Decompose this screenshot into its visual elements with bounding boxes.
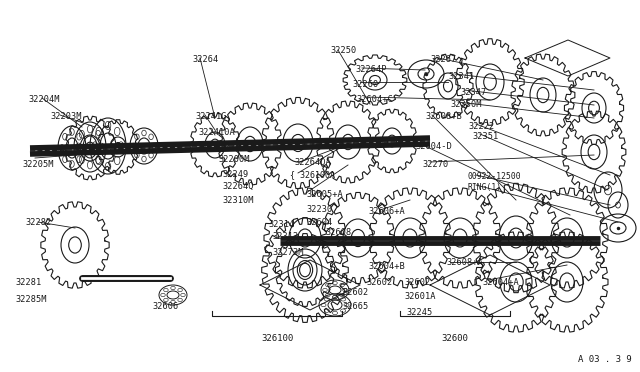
Text: 32203M: 32203M: [50, 112, 81, 121]
Text: 32600: 32600: [442, 334, 468, 343]
Text: 32608+A: 32608+A: [446, 258, 483, 267]
Text: 32604-D: 32604-D: [415, 142, 452, 151]
Text: 32264: 32264: [192, 55, 218, 64]
Text: 00922-12500: 00922-12500: [468, 172, 522, 181]
Text: 32341: 32341: [448, 72, 474, 81]
Text: 32241G: 32241G: [195, 112, 227, 121]
Text: 32249: 32249: [222, 170, 248, 179]
Text: 32604+B: 32604+B: [368, 262, 404, 271]
Text: 32264Q: 32264Q: [222, 182, 253, 191]
Text: 32601A: 32601A: [404, 292, 435, 301]
Text: A 03 . 3 9: A 03 . 3 9: [579, 355, 632, 364]
Text: RING(1): RING(1): [468, 183, 502, 192]
Text: 32312: 32312: [272, 232, 298, 241]
Text: 32608: 32608: [325, 228, 351, 237]
Text: 32665: 32665: [342, 302, 368, 311]
Text: 32270: 32270: [422, 160, 448, 169]
Text: 32285M: 32285M: [15, 295, 47, 304]
Text: 32608+B: 32608+B: [425, 112, 461, 121]
Text: 32260: 32260: [352, 80, 378, 89]
Text: 32602: 32602: [404, 278, 430, 287]
Text: 32230: 32230: [306, 205, 332, 214]
Text: 32200M: 32200M: [218, 155, 250, 164]
Text: 32241: 32241: [220, 142, 246, 151]
Text: 32606+A: 32606+A: [368, 207, 404, 216]
Text: 32267: 32267: [430, 55, 456, 64]
Text: 32604+C: 32604+C: [356, 95, 393, 104]
Text: 32205M: 32205M: [22, 160, 54, 169]
Text: 32347: 32347: [460, 88, 486, 97]
Text: 326100: 326100: [261, 334, 293, 343]
Text: 322410A: 322410A: [198, 128, 235, 137]
Text: 32250: 32250: [330, 46, 356, 55]
Text: 32310M: 32310M: [222, 196, 253, 205]
Text: 32604+A: 32604+A: [482, 278, 519, 287]
Text: 32204M: 32204M: [28, 95, 60, 104]
Text: 32282: 32282: [25, 218, 51, 227]
Text: { 326100A: { 326100A: [290, 170, 335, 179]
Text: 32314: 32314: [268, 220, 294, 229]
Text: 32273M: 32273M: [272, 248, 303, 257]
Text: 32350M: 32350M: [450, 100, 481, 109]
Text: 32605+A: 32605+A: [306, 190, 343, 199]
Text: 32602: 32602: [342, 288, 368, 297]
Text: 32602: 32602: [366, 278, 392, 287]
Text: 32222: 32222: [468, 122, 494, 131]
Text: 32351: 32351: [472, 132, 499, 141]
Text: 32281: 32281: [15, 278, 41, 287]
Text: 32606: 32606: [152, 302, 179, 311]
Text: 32245: 32245: [406, 308, 432, 317]
Text: 32604: 32604: [306, 218, 332, 227]
Text: 32264DA: 32264DA: [294, 158, 331, 167]
Text: 32264P: 32264P: [355, 65, 387, 74]
